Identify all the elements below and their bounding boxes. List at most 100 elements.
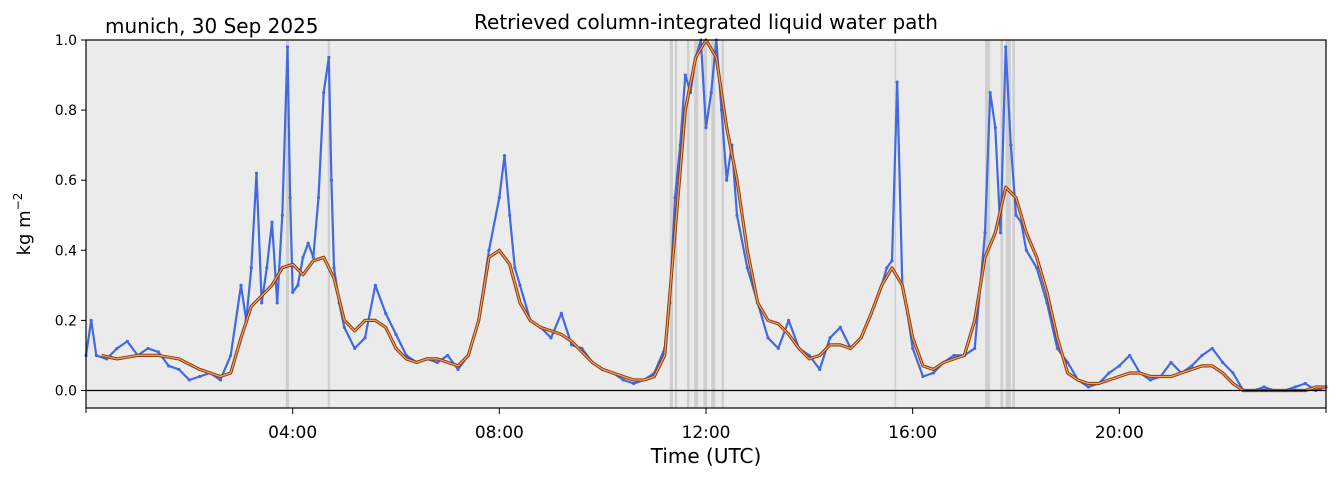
smoothed-line [101,39,1326,392]
raw-point [1004,45,1008,49]
raw-point [704,126,708,130]
flag-band [686,40,690,408]
raw-point [1210,346,1214,351]
raw-point [384,311,388,315]
raw-point [1221,360,1225,365]
raw-point [952,353,956,358]
raw-point [125,339,129,344]
raw-point [177,367,181,372]
raw-point [988,90,992,95]
raw-point [1303,381,1307,386]
raw-point [373,283,377,287]
y-tick-label: 0.2 [55,313,77,329]
y-tick-label: 0.6 [55,173,77,189]
raw-point [311,255,315,259]
flag-band [285,40,290,408]
flag-band [721,40,725,408]
flag-band [1012,40,1015,408]
raw-point [1117,364,1121,368]
raw-point [621,378,625,382]
raw-point [229,353,233,358]
raw-point [1128,353,1132,358]
raw-point [296,283,300,287]
x-tick-label: 12:00 [682,423,731,443]
raw-point [270,220,274,224]
raw-point [167,364,171,368]
raw-point [316,196,321,200]
raw-point [1262,385,1266,389]
raw-point [885,266,889,270]
raw-point [394,332,398,336]
raw-point [156,350,160,354]
raw-point [1066,360,1070,365]
raw-point [1107,371,1111,375]
flag-band [711,40,716,408]
raw-point [187,378,191,382]
raw-point [342,325,346,329]
x-tick-label: 20:00 [1095,423,1144,443]
y-axis-label: kg m−2 [11,193,35,256]
raw-point [1190,364,1194,368]
raw-point [353,346,357,351]
chart-title: Retrieved column-integrated liquid water… [474,10,938,34]
raw-point [513,266,517,270]
raw-point [288,196,292,200]
raw-point [301,255,305,259]
y-axis-label-unit: kg m [14,210,35,255]
raw-point [818,367,822,372]
flag-band [1005,40,1011,408]
raw-point [725,178,729,182]
raw-point [518,283,522,287]
raw-point [745,266,749,270]
raw-point [487,248,491,252]
raw-point [549,336,553,340]
y-axis-label-exponent: −2 [11,193,25,211]
raw-point [94,353,98,358]
raw-point [508,213,512,217]
raw-point [280,213,284,217]
y-tick-label: 0.0 [55,383,77,399]
raw-point [146,346,150,351]
raw-point [931,371,935,375]
raw-point [632,381,636,386]
raw-point [1200,353,1204,358]
raw-point [983,231,987,235]
raw-point [1169,360,1173,365]
flag-band [894,40,897,408]
raw-point [890,259,894,263]
raw-point [766,336,770,340]
raw-point [828,336,832,340]
raw-point [218,378,222,382]
raw-point [1086,385,1090,389]
raw-point [787,318,791,322]
raw-point [735,213,739,217]
raw-point [446,353,450,358]
raw-point [1148,378,1152,382]
raw-point [249,266,253,270]
raw-point [198,374,202,379]
raw-point [1231,371,1235,375]
raw-series-line [84,38,1327,392]
x-axis-label: Time (UTC) [650,444,762,468]
raw-point [327,55,331,60]
raw-point [291,290,295,294]
raw-point [329,178,334,182]
raw-point [1014,213,1018,217]
raw-point [1024,248,1028,252]
x-axis-ticks: 04:00 08:00 12:00 16:00 20:00 [85,408,1327,443]
raw-point [332,266,336,270]
raw-point [683,73,687,77]
raw-point [239,283,243,287]
smoothed-series [101,38,1326,393]
raw-point [709,90,713,95]
raw-point [973,346,977,351]
raw-point [998,231,1003,235]
raw-point [776,346,780,351]
flag-band [985,40,991,408]
chart-subtitle: munich, 30 Sep 2025 [105,14,319,38]
flag-band [327,40,330,408]
raw-point [911,346,915,351]
flag-band [694,40,699,408]
raw-point [1293,385,1297,389]
